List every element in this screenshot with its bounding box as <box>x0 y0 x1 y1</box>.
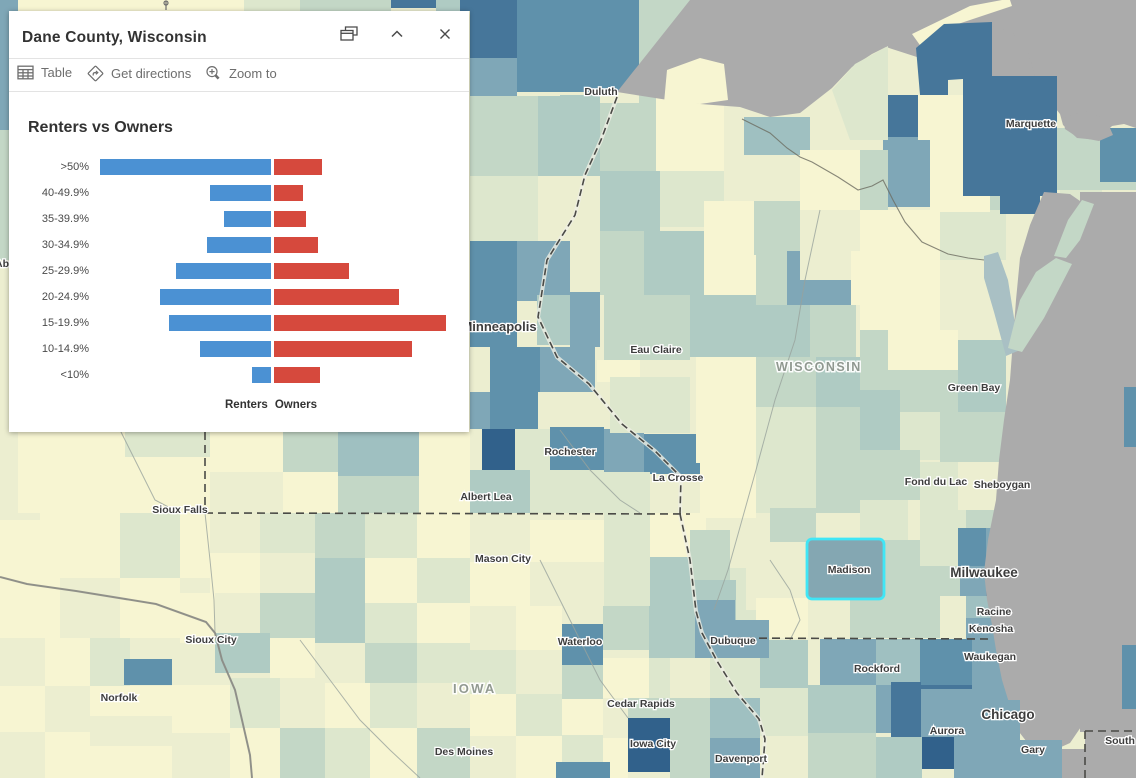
svg-text:Sheboygan: Sheboygan <box>974 479 1031 491</box>
svg-text:Norfolk: Norfolk <box>101 692 138 704</box>
svg-text:Sioux City: Sioux City <box>185 634 237 646</box>
svg-text:South: South <box>1105 735 1135 747</box>
svg-text:Rockford: Rockford <box>854 663 900 675</box>
svg-text:Davenport: Davenport <box>715 753 767 765</box>
svg-text:Chicago: Chicago <box>981 707 1034 722</box>
svg-text:Waterloo: Waterloo <box>558 636 603 648</box>
svg-text:Dubuque: Dubuque <box>710 635 756 647</box>
svg-text:Duluth: Duluth <box>584 86 617 98</box>
svg-text:Des Moines: Des Moines <box>435 746 494 758</box>
svg-text:Ab: Ab <box>0 258 9 270</box>
svg-text:Marquette: Marquette <box>1006 118 1056 130</box>
svg-text:Waukegan: Waukegan <box>964 651 1016 663</box>
svg-text:Green Bay: Green Bay <box>948 382 1001 394</box>
svg-text:Eau Claire: Eau Claire <box>630 344 682 356</box>
svg-text:Kenosha: Kenosha <box>969 623 1014 635</box>
svg-text:WISCONSIN: WISCONSIN <box>776 360 862 374</box>
svg-text:Iowa City: Iowa City <box>630 738 676 750</box>
svg-text:Aurora: Aurora <box>930 725 965 737</box>
svg-text:Cedar Rapids: Cedar Rapids <box>607 698 675 710</box>
svg-text:Fond du Lac: Fond du Lac <box>905 476 968 488</box>
svg-text:Racine: Racine <box>977 606 1012 618</box>
svg-text:La Crosse: La Crosse <box>653 472 704 484</box>
svg-text:Albert Lea: Albert Lea <box>460 491 512 503</box>
svg-text:Minneapolis: Minneapolis <box>461 319 536 334</box>
svg-text:Mason City: Mason City <box>475 553 531 565</box>
svg-text:Gary: Gary <box>1021 744 1045 756</box>
svg-text:IOWA: IOWA <box>453 681 496 696</box>
svg-text:Madison: Madison <box>828 564 871 576</box>
svg-text:Milwaukee: Milwaukee <box>950 565 1018 580</box>
svg-text:Rochester: Rochester <box>544 446 595 458</box>
svg-text:Sioux Falls: Sioux Falls <box>152 504 208 516</box>
